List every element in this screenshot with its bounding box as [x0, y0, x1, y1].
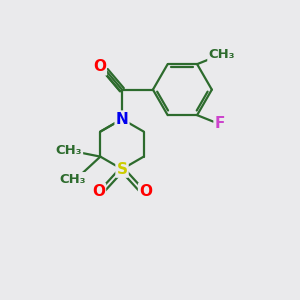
- Text: CH₃: CH₃: [208, 48, 235, 61]
- Text: F: F: [214, 116, 225, 131]
- Text: S: S: [116, 162, 128, 177]
- Text: CH₃: CH₃: [59, 173, 86, 186]
- Text: O: O: [139, 184, 152, 199]
- Text: N: N: [116, 112, 128, 127]
- Text: O: O: [92, 184, 105, 199]
- Text: CH₃: CH₃: [56, 144, 82, 157]
- Text: O: O: [93, 59, 106, 74]
